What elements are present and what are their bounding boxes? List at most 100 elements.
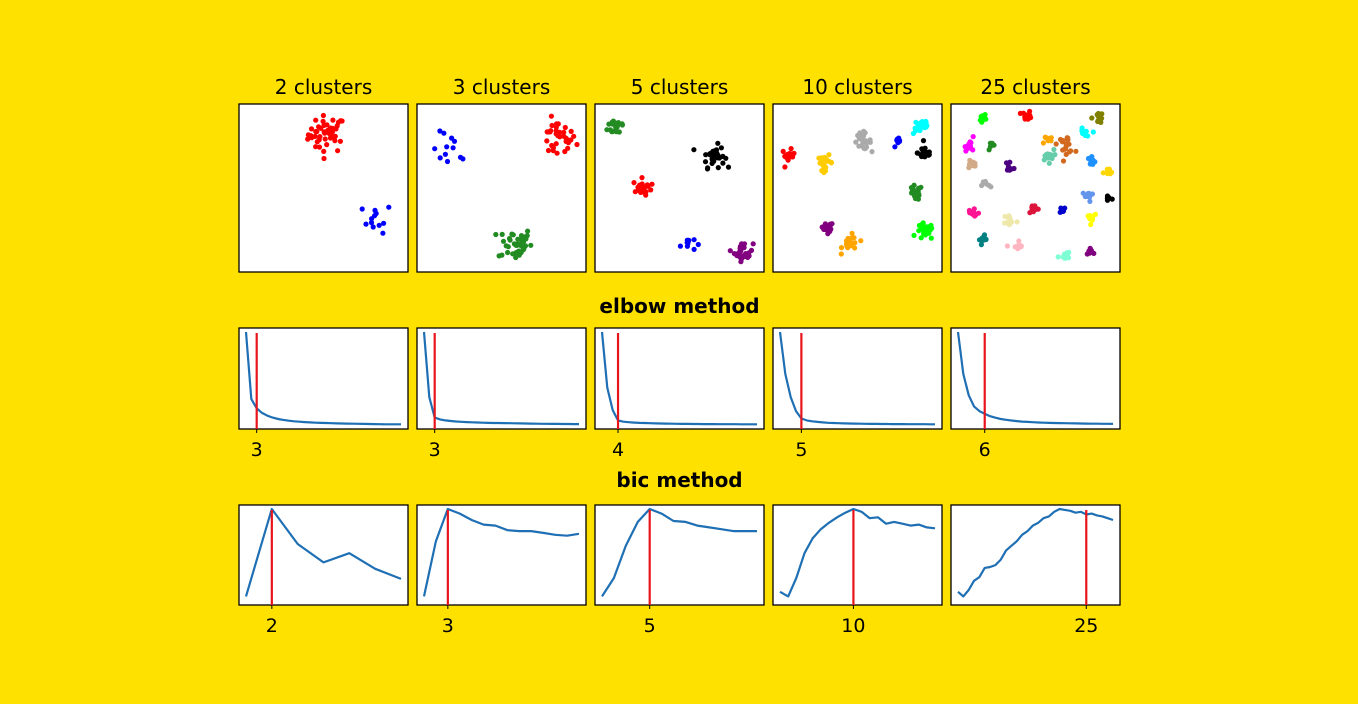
bic-tick-label-3: 5: [644, 615, 656, 637]
scatter-point-p1-c1: [320, 118, 326, 124]
scatter-point-p5-c11: [1046, 160, 1052, 166]
scatter-point-p5-c23: [1017, 242, 1023, 248]
scatter-point-p5-c14: [982, 180, 988, 186]
scatter-point-p2-c2: [437, 155, 443, 161]
scatter-point-p5-c15: [1087, 198, 1093, 204]
scatter-point-p1-c1: [321, 155, 327, 162]
bic-tick-label-2: 3: [442, 615, 454, 637]
scatter-point-p3-c2: [715, 165, 721, 171]
scatter-point-p3-c2: [702, 159, 709, 165]
scatter-point-p3-c1: [615, 120, 622, 126]
scatter-point-p5-c1: [982, 112, 988, 118]
scatter-panel-25: [950, 103, 1121, 273]
scatter-point-p2-c3: [499, 252, 505, 258]
scatter-point-p1-c1: [320, 112, 326, 119]
scatter-point-p3-c5: [731, 251, 738, 257]
scatter-point-p3-c2: [704, 166, 711, 172]
scatter-point-p4-c3: [856, 136, 863, 142]
scatter-point-p3-c3: [639, 175, 645, 181]
scatter-point-p4-c10: [852, 240, 858, 246]
scatter-point-p1-c1: [308, 133, 314, 139]
scatter-point-p2-c1: [544, 138, 550, 144]
scatter-point-p2-c3: [511, 241, 517, 247]
scatter-point-p1-c1: [313, 117, 319, 123]
scatter-point-p4-c9: [827, 223, 833, 229]
scatter-point-p5-c9: [970, 159, 976, 165]
scatter-point-p4-c6: [926, 152, 932, 158]
scatter-title-2: 2 clusters: [275, 75, 373, 99]
elbow-tick-label-2: 3: [429, 439, 441, 461]
scatter-row: 2 clusters 3 clusters 5 clusters 10 clus…: [238, 75, 1121, 273]
scatter-point-p5-c1: [983, 116, 989, 122]
scatter-point-p2-c1: [546, 129, 552, 135]
scatter-point-p5-c14: [979, 182, 985, 189]
elbow-row: 3 3 4 5 6: [238, 327, 1121, 461]
scatter-point-p4-c8: [927, 227, 933, 233]
scatter-point-p2-c3: [521, 245, 527, 251]
scatter-point-p5-c14: [988, 184, 994, 190]
scatter-point-p3-c5: [737, 243, 744, 250]
scatter-point-p5-c15: [1082, 193, 1088, 200]
scatter-point-p1-c1: [313, 144, 319, 150]
scatter-point-p5-c16: [1109, 196, 1115, 202]
scatter-point-p4-c2: [826, 152, 832, 158]
elbow-tick-label-5: 6: [979, 439, 991, 461]
scatter-point-p5-c7: [1066, 149, 1073, 155]
scatter-point-p2-c2: [437, 128, 443, 134]
scatter-point-p4-c1: [784, 151, 791, 158]
scatter-point-p3-c5: [739, 255, 745, 261]
scatter-point-p2-c1: [548, 113, 555, 119]
scatter-point-p5-c2: [1022, 114, 1028, 120]
scatter-title-3: 3 clusters: [453, 75, 551, 99]
scatter-point-p5-c23: [1016, 238, 1022, 244]
bic-panel-3: [594, 504, 765, 606]
scatter-point-p2-c1: [545, 147, 552, 154]
scatter-point-p1-c1: [337, 138, 343, 144]
scatter-point-p5-c18: [1006, 213, 1012, 219]
scatter-point-p1-c1: [305, 136, 311, 142]
scatter-point-p5-c5: [986, 147, 992, 153]
scatter-point-p5-c18: [1008, 217, 1014, 223]
scatter-point-p4-c9: [822, 221, 829, 227]
scatter-point-p5-c16: [1105, 194, 1111, 200]
scatter-point-p2-c3: [499, 231, 505, 237]
scatter-point-p3-c3: [632, 189, 638, 195]
scatter-point-p2-c3: [523, 236, 529, 242]
bic-curve-2: [422, 507, 580, 597]
scatter-point-p5-c24: [1064, 250, 1070, 256]
scatter-point-p4-c10: [838, 251, 844, 257]
scatter-point-p3-c2: [703, 152, 709, 158]
scatter-point-p5-c11: [1041, 157, 1047, 163]
scatter-point-p1-c1: [329, 134, 335, 140]
scatter-point-p5-c19: [1035, 206, 1041, 212]
scatter-point-p5-c7: [1073, 148, 1079, 154]
scatter-point-p5-c19: [1029, 206, 1035, 212]
scatter-point-p3-c4: [691, 237, 697, 243]
scatter-point-p2-c3: [518, 233, 525, 239]
scatter-point-p1-c2: [381, 220, 387, 226]
scatter-point-p5-c8: [1090, 129, 1096, 135]
scatter-point-p3-c3: [643, 189, 649, 195]
scatter-point-p2-c3: [528, 242, 534, 248]
scatter-point-p5-c4: [963, 148, 969, 154]
scatter-point-p5-c6: [1045, 137, 1052, 144]
scatter-point-p5-c21: [1085, 213, 1091, 219]
scatter-point-p4-c4: [894, 136, 900, 142]
scatter-point-p4-c2: [828, 159, 835, 165]
scatter-point-p2-c3: [513, 254, 519, 261]
scatter-point-p1-c1: [339, 118, 345, 124]
scatter-point-p5-c18: [1002, 213, 1008, 220]
scatter-point-p3-c5: [750, 241, 756, 247]
scatter-point-p5-c17: [967, 208, 973, 214]
scatter-point-p3-c1: [614, 124, 620, 130]
scatter-point-p3-c2: [725, 164, 732, 170]
scatter-point-p5-c11: [1045, 155, 1051, 161]
scatter-point-p4-c8: [928, 235, 934, 241]
scatter-point-p4-c3: [867, 137, 873, 143]
bic-method-title: bic method: [616, 468, 742, 492]
bic-marks: [244, 507, 1114, 609]
elbow-panel-2: [416, 327, 587, 430]
elbow-tick-label-1: 3: [251, 439, 263, 461]
scatter-point-p3-c2: [712, 149, 718, 155]
